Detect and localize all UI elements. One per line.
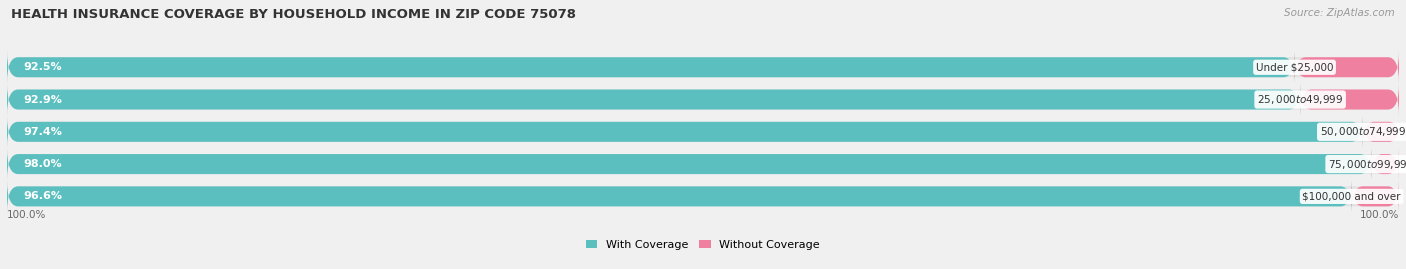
Text: $100,000 and over: $100,000 and over [1302, 191, 1400, 201]
Text: 97.4%: 97.4% [24, 127, 63, 137]
Text: Source: ZipAtlas.com: Source: ZipAtlas.com [1284, 8, 1395, 18]
FancyBboxPatch shape [1301, 84, 1399, 115]
Text: $50,000 to $74,999: $50,000 to $74,999 [1320, 125, 1406, 138]
Text: 92.9%: 92.9% [24, 94, 63, 105]
FancyBboxPatch shape [1295, 51, 1399, 83]
FancyBboxPatch shape [1362, 116, 1400, 148]
FancyBboxPatch shape [7, 148, 1399, 180]
Text: 92.5%: 92.5% [24, 62, 62, 72]
FancyBboxPatch shape [7, 180, 1399, 212]
FancyBboxPatch shape [7, 180, 1351, 212]
Text: 100.0%: 100.0% [1360, 210, 1399, 220]
Text: $75,000 to $99,999: $75,000 to $99,999 [1329, 158, 1406, 171]
Text: 96.6%: 96.6% [24, 191, 63, 201]
Text: HEALTH INSURANCE COVERAGE BY HOUSEHOLD INCOME IN ZIP CODE 75078: HEALTH INSURANCE COVERAGE BY HOUSEHOLD I… [11, 8, 576, 21]
FancyBboxPatch shape [1351, 180, 1399, 212]
Text: Under $25,000: Under $25,000 [1256, 62, 1333, 72]
FancyBboxPatch shape [1371, 148, 1399, 180]
FancyBboxPatch shape [7, 84, 1301, 115]
FancyBboxPatch shape [7, 116, 1399, 148]
Text: 100.0%: 100.0% [7, 210, 46, 220]
FancyBboxPatch shape [7, 84, 1399, 115]
FancyBboxPatch shape [7, 148, 1371, 180]
FancyBboxPatch shape [7, 51, 1399, 83]
Text: 98.0%: 98.0% [24, 159, 62, 169]
FancyBboxPatch shape [7, 51, 1295, 83]
Text: $25,000 to $49,999: $25,000 to $49,999 [1257, 93, 1343, 106]
FancyBboxPatch shape [7, 116, 1362, 148]
Legend: With Coverage, Without Coverage: With Coverage, Without Coverage [582, 235, 824, 254]
